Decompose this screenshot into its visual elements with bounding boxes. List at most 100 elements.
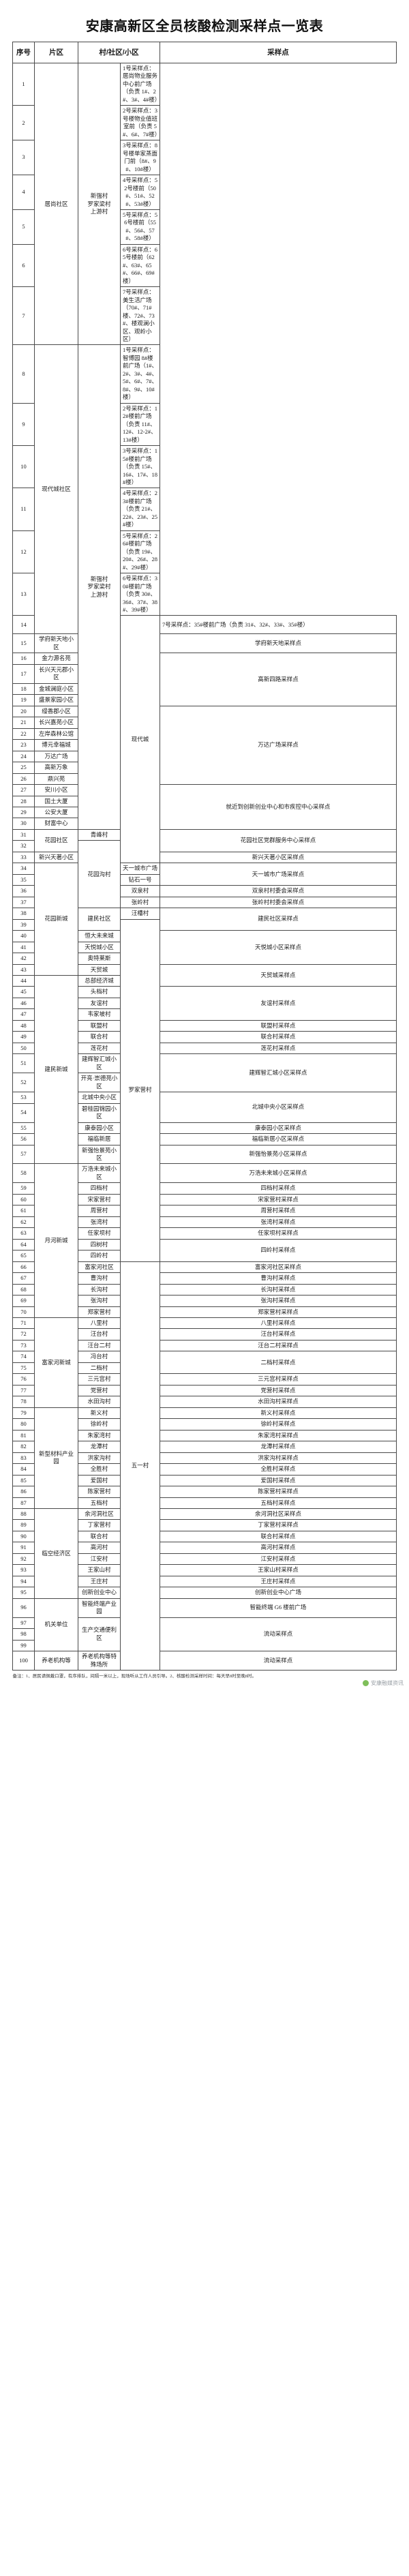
cell-index: 99 <box>12 1639 35 1652</box>
cell-index: 36 <box>12 885 35 897</box>
cell-index: 73 <box>12 1339 35 1352</box>
table-row: 33 新兴天著小区 新兴天著小区采样点 <box>12 851 397 864</box>
table-row: 32 花园沟村 <box>12 840 397 909</box>
cell-sampling-point: 双泉村村委会采样点 <box>160 885 397 897</box>
cell-sampling-point: 洪家沟村采样点 <box>160 1452 397 1465</box>
cell-community: 张湾村 <box>78 1216 121 1229</box>
cell-index: 90 <box>12 1530 35 1543</box>
table-row: 20 缦香郡小区 万达广场采样点 <box>12 705 397 785</box>
cell-sampling-point: 八里村采样点 <box>160 1317 397 1330</box>
cell-index: 39 <box>12 918 35 931</box>
cell-index: 6 <box>12 243 35 288</box>
cell-sampling-point: 长沟村采样点 <box>160 1283 397 1296</box>
table-row: 65 四岭村 <box>12 1250 397 1262</box>
cell-sampling-point: 3号采样点：15#楼前广场（负责 15#、16#、17#、18#楼） <box>120 445 160 489</box>
cell-sampling-point: 1号采样点：智博园 8#楼前广场（1#、2#、3#、4#、5#、6#、7#、8#… <box>120 344 160 404</box>
table-row: 2 2号采样点：3号楼物业值班室前（负责 5#、6#、7#楼） <box>12 105 397 141</box>
cell-community: 恒大未来城 <box>78 930 121 942</box>
cell-community: 长兴天元郡小区 <box>34 663 78 684</box>
cell-index: 15 <box>12 633 35 654</box>
cell-zone: 新型材料产业园 <box>34 1407 78 1509</box>
cell-sampling-point: 创新创业中心广场 <box>160 1587 397 1599</box>
cell-community: 北城中央小区 <box>78 1092 121 1104</box>
cell-sampling-point: 5号采样点：56号楼前（55#、56#、57#、58#楼） <box>120 209 160 245</box>
cell-community: 鼎兴苑 <box>34 773 78 785</box>
cell-index: 94 <box>12 1575 35 1588</box>
cell-sampling-point: 流动采样点 <box>160 1617 397 1652</box>
cell-community: 天一城市广场 <box>120 863 160 875</box>
cell-index: 26 <box>12 773 35 785</box>
cell-community: 友谊村 <box>78 997 121 1010</box>
cell-community: 陈家营村 <box>78 1486 121 1498</box>
cell-index: 56 <box>12 1133 35 1145</box>
cell-sampling-point: 康泰园小区采样点 <box>160 1122 397 1135</box>
cell-index: 44 <box>12 974 35 987</box>
cell-index: 16 <box>12 653 35 665</box>
cell-sampling-point: 王家山村采样点 <box>160 1564 397 1576</box>
cell-sampling-point: 三元宫村采样点 <box>160 1373 397 1386</box>
cell-community: 联合村 <box>78 1530 121 1543</box>
cell-sampling-point: 郑家营村采样点 <box>160 1306 397 1319</box>
cell-index: 48 <box>12 1019 35 1032</box>
cell-community: 三元宫村 <box>78 1373 121 1386</box>
cell-index: 24 <box>12 750 35 763</box>
cell-zone: 现代城 <box>120 615 160 864</box>
table-row: 79 新型材料产业园 新义村 新义村采样点 <box>12 1407 397 1509</box>
cell-community: 王家山村 <box>78 1564 121 1576</box>
column-header-community: 村/社区/小区 <box>78 42 160 63</box>
cell-index: 11 <box>12 488 35 531</box>
cell-index: 63 <box>12 1227 35 1240</box>
table-row: 99 <box>12 1639 397 1652</box>
cell-sampling-point: 朱家湾村采样点 <box>160 1429 397 1442</box>
table-body: 1 居尚社区 新强村 罗家梁村 上游村 1号采样点：居尚物业服务中心前广场（负责 1#、2… <box>12 62 397 1671</box>
cell-sampling-point: 五档村采样点 <box>160 1497 397 1509</box>
cell-index: 85 <box>12 1474 35 1487</box>
table-row: 39 罗家营村 <box>12 918 397 1262</box>
cell-sampling-point: 7号采样点：美生活广场（70#、71#楼、72#、73#、楼观澜小区、观岭小区） <box>120 286 160 346</box>
watermark-label: 安康融媒资讯 <box>371 1679 404 1686</box>
table-row: 52 开亮·崇德苑小区 <box>12 1073 397 1093</box>
cell-index: 32 <box>12 840 35 852</box>
cell-sampling-point: 陈家营村采样点 <box>160 1486 397 1498</box>
cell-index: 50 <box>12 1042 35 1055</box>
table-row: 51 建辉智汇城小区 建辉智汇城小区采样点 <box>12 1053 397 1093</box>
cell-index: 29 <box>12 806 35 819</box>
table-row: 40 恒大未来城 天悦城小区采样点 <box>12 930 397 965</box>
cell-sampling-point: 流动采样点 <box>160 1651 397 1671</box>
cell-community: 金城澜庭小区 <box>34 683 78 695</box>
cell-community: 公安大厦 <box>34 806 78 819</box>
cell-community: 高河村 <box>78 1542 121 1554</box>
cell-index: 35 <box>12 873 35 886</box>
table-row: 5 5号采样点：56号楼前（55#、56#、57#、58#楼） <box>12 209 397 245</box>
cell-index: 98 <box>12 1628 35 1641</box>
cell-sampling-point: 智能终端 G6 楼前广场 <box>160 1598 397 1618</box>
cell-sampling-point: 7号采样点：35#楼前广场（负责 31#、32#、33#、35#楼） <box>160 615 397 635</box>
cell-sampling-point: 四档村采样点 <box>160 1182 397 1195</box>
cell-community: 现代城社区 <box>34 344 78 635</box>
cell-community: 开亮·崇德苑小区 <box>78 1073 121 1093</box>
cell-index: 69 <box>12 1295 35 1307</box>
cell-zone: 机关单位 <box>34 1598 78 1652</box>
cell-index: 8 <box>12 344 35 404</box>
cell-community: 钻石一号 <box>120 873 160 886</box>
table-row: 12 5号采样点：26#楼前广场（负责 19#、20#、26#、28#、29#楼） <box>12 530 397 574</box>
cell-sampling-point: 张湾村采样点 <box>160 1216 397 1229</box>
cell-index: 7 <box>12 286 35 346</box>
watermark: 安康融媒资讯 <box>363 1679 404 1687</box>
cell-sampling-point: 四岭村采样点 <box>160 1238 397 1262</box>
cell-community: 总部经济城 <box>78 974 121 987</box>
cell-community: 五档村 <box>78 1497 121 1509</box>
table-row: 13 6号采样点：30#楼前广场（负责 30#、36#、37#、38#、39#楼） <box>12 573 397 616</box>
cell-community: 头档村 <box>78 986 121 998</box>
table-row: 63 任家坝村 任家坝村采样点 <box>12 1227 397 1240</box>
cell-index: 46 <box>12 997 35 1010</box>
cell-index: 77 <box>12 1384 35 1397</box>
cell-index: 67 <box>12 1272 35 1285</box>
cell-index: 59 <box>12 1182 35 1195</box>
cell-index: 47 <box>12 1008 35 1021</box>
cell-sampling-point: 宋家营村采样点 <box>160 1193 397 1206</box>
cell-community: 天贸城 <box>78 963 121 976</box>
cell-index: 57 <box>12 1144 35 1165</box>
cell-index: 42 <box>12 953 35 965</box>
cell-index: 18 <box>12 683 35 695</box>
